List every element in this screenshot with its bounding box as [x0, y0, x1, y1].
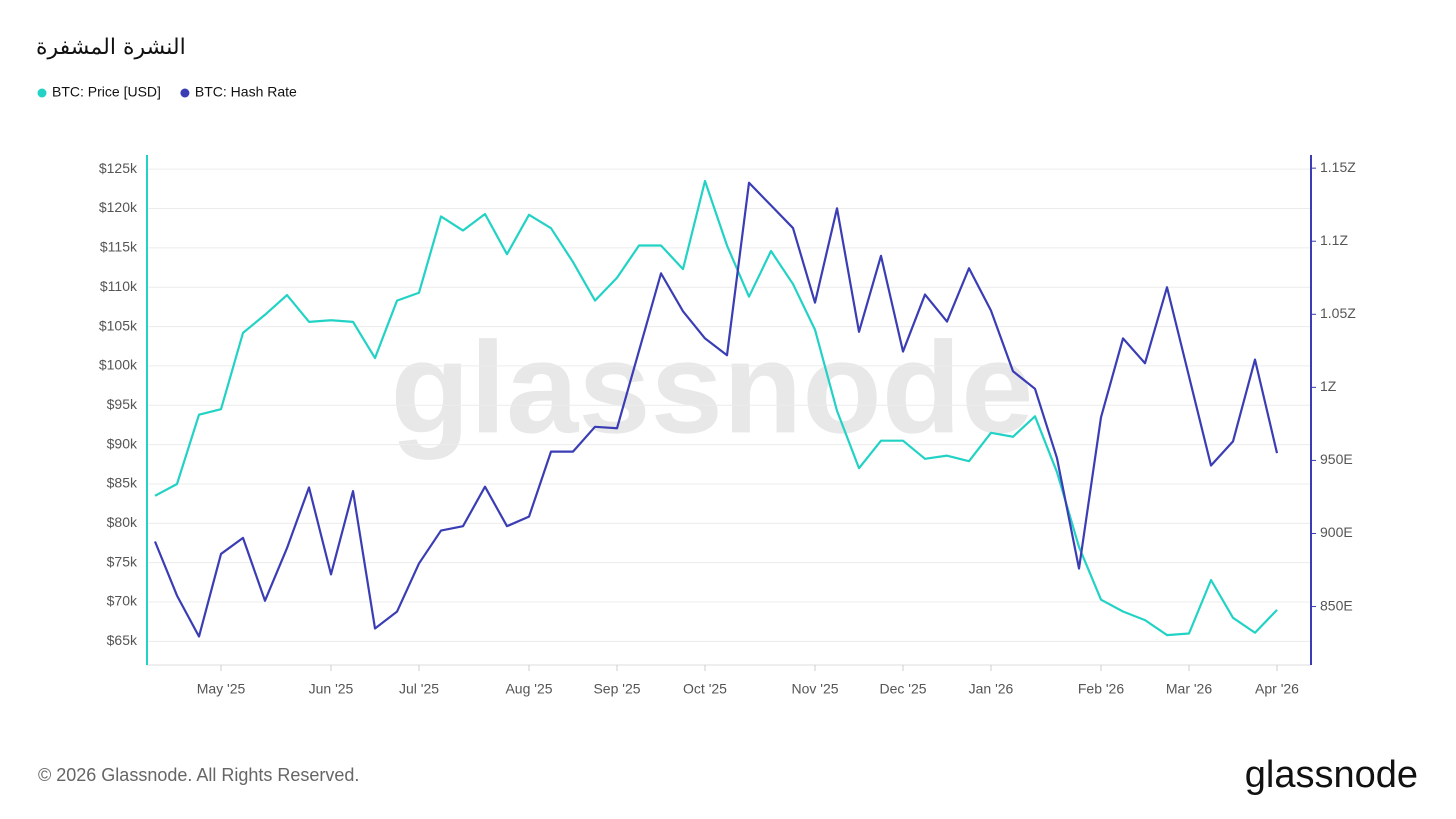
legend-label: BTC: Hash Rate	[195, 84, 297, 100]
y-tick-label: $90k	[107, 435, 138, 451]
y2-tick-label: 1.1Z	[1320, 232, 1348, 248]
legend-swatch	[180, 88, 190, 98]
x-tick-label: Jun '25	[309, 681, 354, 697]
y2-tick-label: 900E	[1320, 524, 1353, 540]
series-line	[154, 179, 1278, 637]
y-tick-label: $65k	[107, 632, 138, 648]
x-tick-label: Nov '25	[791, 681, 838, 697]
y-tick-label: $105k	[99, 317, 138, 333]
x-tick-label: Jul '25	[399, 681, 439, 697]
watermark: glassnode	[391, 314, 1034, 460]
x-tick-label: Oct '25	[683, 681, 727, 697]
y2-tick-label: 1Z	[1320, 378, 1337, 394]
legend-label: BTC: Price [USD]	[52, 84, 161, 100]
y-tick-label: $120k	[99, 199, 138, 215]
x-tick-label: May '25	[197, 681, 246, 697]
y-tick-label: $75k	[107, 553, 138, 569]
x-tick-label: Feb '26	[1078, 681, 1124, 697]
y-tick-label: $115k	[100, 239, 138, 255]
x-tick-label: Mar '26	[1166, 681, 1212, 697]
y-tick-label: $125k	[99, 160, 138, 176]
y-tick-label: $110k	[100, 278, 138, 294]
footer: © 2026 Glassnode. All Rights Reserved.	[38, 765, 359, 785]
chart-title: النشرة المشفرة	[36, 35, 186, 60]
brand-logo: glassnode	[1245, 754, 1418, 796]
y-tick-label: $70k	[107, 593, 138, 609]
y2-tick-label: 850E	[1320, 597, 1353, 613]
x-tick-label: Dec '25	[879, 681, 926, 697]
y-tick-label: $85k	[107, 475, 138, 491]
legend-swatch	[37, 88, 47, 98]
y2-tick-label: 1.05Z	[1320, 305, 1356, 321]
series-line	[153, 181, 1279, 638]
y2-tick-label: 1.15Z	[1320, 159, 1356, 175]
y-tick-label: $80k	[107, 514, 138, 530]
y2-tick-label: 950E	[1320, 451, 1353, 467]
x-tick-label: Jan '26	[969, 681, 1014, 697]
y-tick-label: $95k	[107, 396, 138, 412]
x-tick-label: Sep '25	[593, 681, 640, 697]
x-tick-label: Apr '26	[1255, 681, 1299, 697]
y-tick-label: $100k	[99, 357, 138, 373]
x-tick-label: Aug '25	[505, 681, 552, 697]
